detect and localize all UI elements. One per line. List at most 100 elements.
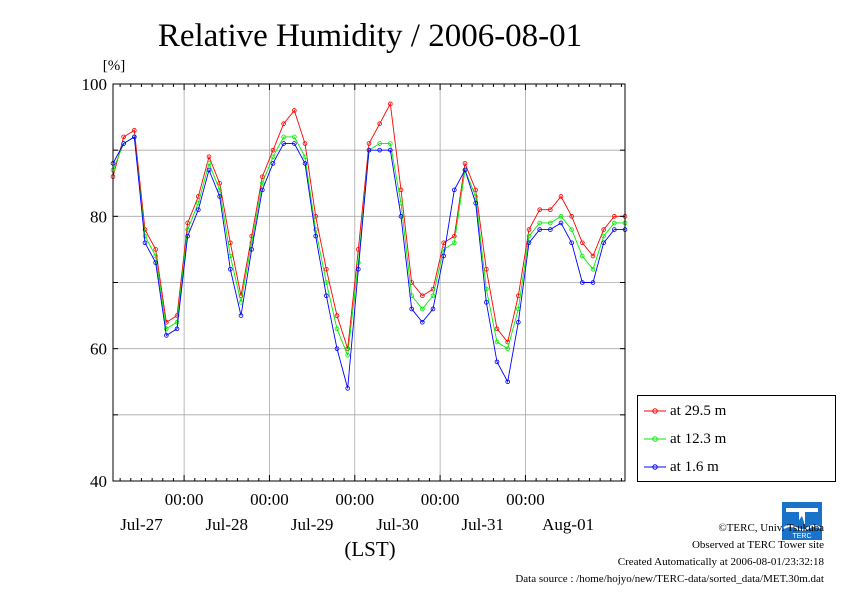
data-point — [132, 128, 137, 133]
y-axis-label: [%] — [103, 58, 126, 74]
data-point — [217, 187, 222, 193]
data-source-path: Data source : /home/hojyo/new/TERC-data/… — [515, 573, 824, 585]
data-point — [132, 134, 137, 140]
data-point — [281, 121, 286, 126]
x-time-label: 00:00 — [165, 490, 204, 509]
data-point — [388, 141, 393, 146]
data-point — [174, 326, 180, 332]
data-point — [441, 253, 446, 259]
data-point — [569, 240, 574, 246]
data-point — [430, 306, 436, 312]
data-point — [548, 220, 553, 226]
data-point — [388, 147, 393, 153]
data-point — [249, 233, 254, 239]
data-point — [153, 247, 158, 252]
data-point — [142, 227, 148, 232]
legend-item-1-6m: at 1.6 m — [644, 456, 719, 478]
series-line — [112, 102, 625, 349]
data-point — [217, 180, 222, 186]
terc-logo: TERC — [782, 502, 822, 540]
data-point — [345, 386, 350, 391]
data-point — [260, 187, 265, 193]
data-point — [484, 286, 489, 292]
legend-label: at 29.5 m — [670, 402, 727, 419]
data-point — [537, 227, 542, 232]
legend-label: at 12.3 m — [670, 430, 727, 447]
y-tick-label: 100 — [82, 75, 108, 94]
data-point — [292, 108, 297, 113]
data-point — [526, 240, 532, 246]
data-point — [420, 306, 425, 312]
data-point — [590, 253, 596, 259]
data-point — [516, 319, 521, 325]
x-date-label: Jul-29 — [291, 515, 334, 534]
data-point — [121, 141, 126, 146]
data-point — [185, 220, 190, 226]
created-timestamp: Created Automatically at 2006-08-01/23:3… — [617, 556, 824, 568]
logo-text: TERC — [792, 533, 811, 540]
data-point — [260, 174, 265, 179]
data-point — [185, 233, 190, 239]
data-point — [302, 141, 308, 146]
data-point — [238, 313, 244, 318]
data-point — [612, 214, 617, 219]
data-point — [142, 233, 148, 239]
data-point — [505, 346, 510, 351]
data-point — [505, 379, 510, 385]
series-layer — [110, 101, 628, 391]
data-point — [302, 154, 308, 160]
x-date-label: Jul-30 — [376, 515, 419, 534]
data-point — [590, 266, 596, 272]
data-point — [601, 233, 606, 239]
data-point — [260, 180, 265, 186]
data-point — [228, 266, 233, 272]
data-point — [494, 339, 500, 345]
data-point — [377, 147, 382, 153]
data-point — [398, 214, 404, 219]
data-point — [121, 134, 126, 140]
data-point — [377, 141, 382, 146]
data-point — [452, 240, 457, 246]
data-point — [430, 293, 436, 299]
data-point — [420, 293, 425, 299]
data-point — [526, 227, 532, 232]
data-point — [281, 134, 286, 140]
data-point — [494, 326, 500, 332]
data-point — [441, 247, 446, 252]
data-point — [356, 266, 361, 272]
data-point — [366, 147, 372, 153]
data-point — [484, 300, 489, 305]
legend-swatch-red — [644, 408, 666, 414]
x-date-label: Jul-28 — [206, 515, 249, 534]
data-point — [580, 240, 585, 246]
series-2 — [110, 134, 628, 391]
data-point — [164, 326, 169, 332]
data-point — [548, 227, 553, 232]
data-point — [494, 359, 500, 365]
data-point — [452, 233, 457, 239]
data-point — [366, 141, 372, 146]
data-point — [153, 253, 158, 259]
data-point — [270, 147, 276, 153]
data-point — [548, 207, 553, 213]
data-point — [292, 134, 297, 140]
data-point — [270, 161, 276, 166]
series-0 — [110, 101, 628, 351]
data-point — [558, 214, 564, 219]
data-point — [281, 141, 286, 146]
data-point — [409, 306, 414, 312]
data-point — [249, 240, 254, 246]
data-point — [601, 227, 606, 232]
data-point — [313, 233, 318, 239]
data-point — [174, 319, 180, 325]
data-point — [196, 207, 201, 213]
data-point — [580, 280, 585, 285]
data-point — [612, 220, 617, 226]
copyright-text: ©TERC, Univ. Tsukuba — [718, 522, 824, 534]
data-point — [462, 167, 468, 173]
data-point — [420, 319, 425, 325]
data-point — [473, 200, 478, 206]
data-point — [206, 161, 212, 166]
legend-item-29-5m: at 29.5 m — [644, 400, 726, 422]
